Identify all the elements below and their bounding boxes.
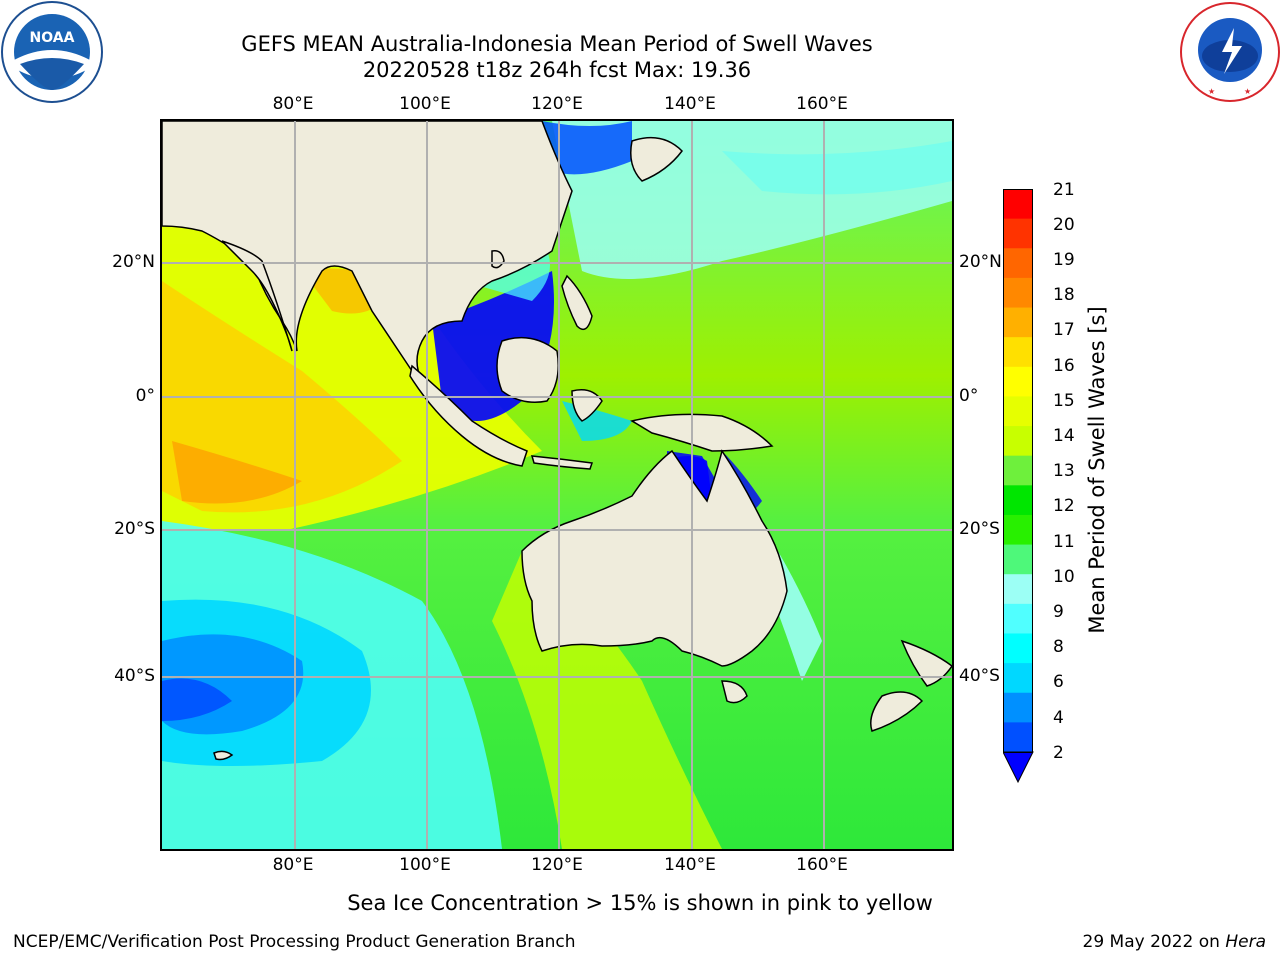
colorbar-segment: [1003, 544, 1033, 575]
colorbar-segment: [1003, 396, 1033, 427]
colorbar-segment: [1003, 603, 1033, 634]
colorbar-tick: 19: [1053, 250, 1075, 270]
colorbar-tick: 17: [1053, 320, 1075, 340]
footer-date: 29 May 2022 on Hera: [1083, 932, 1267, 952]
colorbar-tick: 4: [1053, 708, 1064, 728]
colorbar-tick: 12: [1053, 496, 1075, 516]
colorbar: [1002, 189, 1034, 788]
noaa-logo: NOAA: [0, 0, 104, 108]
nws-logo: ★ ★: [1178, 0, 1280, 108]
colorbar-segment: [1003, 277, 1033, 309]
lon-label-top: 120°E: [531, 94, 583, 114]
colorbar-segment: [1003, 218, 1033, 249]
colorbar-tick: 14: [1053, 426, 1075, 446]
colorbar-label: Mean Period of Swell Waves [s]: [1085, 306, 1109, 634]
colorbar-tick: 2: [1053, 743, 1064, 763]
colorbar-tick: 18: [1053, 285, 1075, 305]
lon-label-bottom: 80°E: [272, 855, 314, 875]
swell-period-map: [160, 119, 954, 851]
colorbar-segment: [1003, 307, 1033, 338]
svg-text:★: ★: [1208, 87, 1215, 96]
colorbar-tick: 16: [1053, 356, 1075, 376]
lat-label-right: 0°: [959, 386, 979, 406]
colorbar-tick: 11: [1053, 532, 1075, 552]
lon-label-top: 100°E: [399, 94, 451, 114]
land-masses: [162, 121, 952, 761]
lon-label-bottom: 140°E: [664, 855, 716, 875]
graticule: [162, 121, 952, 849]
colorbar-tick: 6: [1053, 672, 1064, 692]
colorbar-tick: 20: [1053, 215, 1075, 235]
colorbar-segment: [1003, 366, 1033, 397]
chart-title: GEFS MEAN Australia-Indonesia Mean Perio…: [241, 32, 873, 56]
colorbar-segment: [1003, 722, 1033, 753]
lon-label-top: 160°E: [796, 94, 848, 114]
lat-label-left: 20°N: [112, 252, 155, 272]
colorbar-tick: 10: [1053, 567, 1075, 587]
colorbar-segment: [1003, 633, 1033, 664]
sea-ice-note: Sea Ice Concentration > 15% is shown in …: [347, 891, 933, 915]
chart-subtitle: 20220528 t18z 264h fcst Max: 19.36: [362, 58, 752, 82]
lon-label-bottom: 160°E: [796, 855, 848, 875]
colorbar-tick: 13: [1053, 461, 1075, 481]
footer-machine: Hera: [1225, 932, 1266, 952]
lon-label-top: 80°E: [272, 94, 314, 114]
lat-label-left: 20°S: [114, 519, 155, 539]
svg-text:NOAA: NOAA: [30, 30, 75, 46]
colorbar-segment: [1003, 337, 1033, 368]
colorbar-tick: 21: [1053, 180, 1075, 200]
svg-text:★: ★: [1244, 87, 1251, 96]
colorbar-segment: [1003, 485, 1033, 516]
colorbar-segment: [1003, 189, 1033, 220]
lon-label-bottom: 100°E: [399, 855, 451, 875]
footer-date-text: 29 May 2022 on: [1082, 932, 1226, 952]
colorbar-tick: 8: [1053, 637, 1064, 657]
lat-label-left: 0°: [135, 386, 155, 406]
colorbar-segment: [1003, 514, 1033, 546]
lat-label-right: 20°S: [959, 519, 1000, 539]
colorbar-tick: 9: [1053, 602, 1064, 622]
lon-label-top: 140°E: [664, 94, 716, 114]
colorbar-segment: [1003, 426, 1033, 457]
lat-label-right: 40°S: [959, 666, 1000, 686]
colorbar-segment: [1003, 455, 1033, 486]
lon-label-bottom: 120°E: [531, 855, 583, 875]
colorbar-segment: [1003, 663, 1033, 694]
footer-credit: NCEP/EMC/Verification Post Processing Pr…: [13, 932, 576, 952]
lat-label-left: 40°S: [114, 666, 155, 686]
lat-label-right: 20°N: [959, 252, 1002, 272]
colorbar-segment: [1003, 574, 1033, 605]
colorbar-segment: [1003, 692, 1033, 723]
colorbar-segment: [1003, 248, 1033, 279]
colorbar-tick: 15: [1053, 391, 1075, 411]
